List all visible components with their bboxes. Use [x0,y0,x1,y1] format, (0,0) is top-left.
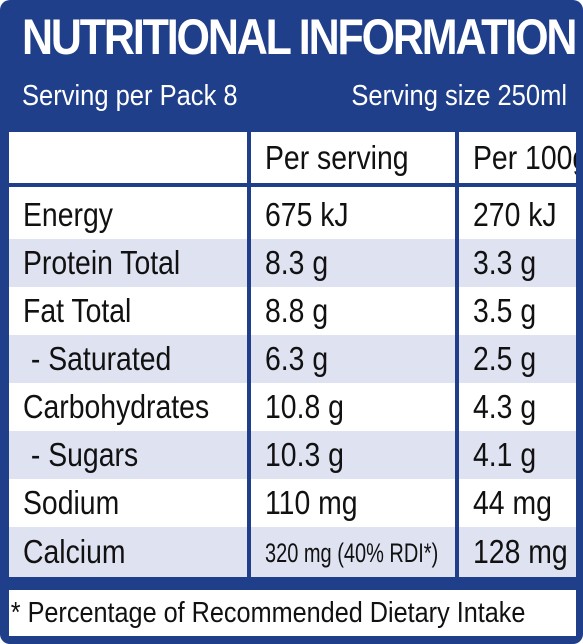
per-100g-value: 4.1 g [455,431,576,479]
per-100g-value: 270 kJ [455,185,576,239]
per-serving-value: 6.3 g [247,335,457,383]
table-row: - Saturated 6.3 g 2.5 g [9,335,576,383]
serving-info: Serving per Pack 8 Serving size 250ml [22,80,567,113]
footnote-text: * Percentage of Recommended Dietary Inta… [10,597,526,629]
table-row: Protein Total 8.3 g 3.3 g [9,239,576,287]
per-100g-value: 44 mg [455,479,576,527]
per-serving-value: 110 mg [247,479,457,527]
nutrient-name: Calcium [9,527,249,577]
table-header-row: Per serving Per 100g [9,132,576,187]
per-serving-value: 8.3 g [247,239,457,287]
serving-size: Serving size 250ml [351,80,567,112]
header-blank [9,132,249,187]
per-100g-value: 4.3 g [455,383,576,431]
nutrition-table: Per serving Per 100g Energy 675 kJ 270 k… [9,132,576,587]
nutrient-name: - Sugars [9,431,249,479]
per-serving-value: 320 mg (40% RDI*) [247,527,457,577]
table-row: Carbohydrates 10.8 g 4.3 g [9,383,576,431]
per-serving-value: 10.3 g [247,431,457,479]
footnote: * Percentage of Recommended Dietary Inta… [9,590,576,636]
servings-per-pack: Serving per Pack 8 [22,80,238,112]
per-100g-value: 2.5 g [455,335,576,383]
per-100g-value: 3.3 g [455,239,576,287]
nutrient-name: Protein Total [9,239,249,287]
nutrient-name: Sodium [9,479,249,527]
panel-title: NUTRITIONAL INFORMATION [22,9,577,65]
table-row: Fat Total 8.8 g 3.5 g [9,287,576,335]
header-per-100g: Per 100g [455,132,576,187]
per-serving-value: 8.8 g [247,287,457,335]
header-per-serving: Per serving [247,132,457,187]
per-100g-value: 3.5 g [455,287,576,335]
per-100g-value: 128 mg [455,527,576,577]
table-row: Calcium 320 mg (40% RDI*) 128 mg [9,527,576,577]
table-row: Sodium 110 mg 44 mg [9,479,576,527]
nutrient-name: Energy [9,185,249,239]
nutrient-name: Carbohydrates [9,383,249,431]
nutrient-name: - Saturated [9,335,249,383]
nutrient-name: Fat Total [9,287,249,335]
table-row: - Sugars 10.3 g 4.1 g [9,431,576,479]
table-row: Energy 675 kJ 270 kJ [9,185,576,239]
per-serving-value: 10.8 g [247,383,457,431]
per-serving-value: 675 kJ [247,185,457,239]
